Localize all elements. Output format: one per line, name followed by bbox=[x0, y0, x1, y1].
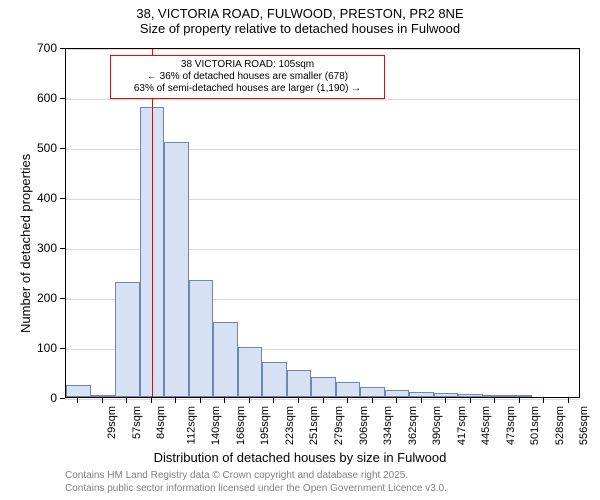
footer-credits: Contains HM Land Registry data © Crown c… bbox=[65, 470, 447, 495]
y-tick-label: 700 bbox=[37, 41, 57, 55]
x-tick-mark bbox=[224, 398, 225, 403]
histogram-bar bbox=[336, 382, 361, 397]
chart-title: 38, VICTORIA ROAD, FULWOOD, PRESTON, PR2… bbox=[0, 6, 600, 36]
x-tick-mark bbox=[200, 398, 201, 403]
x-tick-mark bbox=[298, 398, 299, 403]
x-tick-label: 501sqm bbox=[529, 406, 541, 445]
x-tick-label: 251sqm bbox=[309, 406, 321, 445]
x-tick-label: 306sqm bbox=[358, 406, 370, 445]
annotation-line: 38 VICTORIA ROAD: 105sqm bbox=[117, 59, 378, 71]
y-tick-mark bbox=[60, 298, 65, 299]
grid-line bbox=[66, 99, 579, 100]
histogram-bar bbox=[287, 370, 312, 398]
x-tick-label: 112sqm bbox=[185, 406, 197, 444]
histogram-bar bbox=[409, 392, 434, 397]
y-tick-mark bbox=[60, 348, 65, 349]
histogram-bar bbox=[66, 385, 91, 398]
x-tick-mark bbox=[273, 398, 274, 403]
x-tick-mark bbox=[568, 398, 569, 403]
y-tick-label: 200 bbox=[37, 291, 57, 305]
y-tick-label: 600 bbox=[37, 91, 57, 105]
chart-stage: { "title": { "line1": "38, VICTORIA ROAD… bbox=[0, 0, 600, 500]
x-tick-label: 390sqm bbox=[431, 406, 443, 445]
x-tick-label: 195sqm bbox=[260, 406, 272, 445]
reference-line bbox=[152, 49, 153, 397]
x-tick-mark bbox=[77, 398, 78, 403]
x-tick-label: 279sqm bbox=[333, 406, 345, 445]
annotation-line: 63% of semi-detached houses are larger (… bbox=[117, 83, 378, 95]
x-tick-mark bbox=[519, 398, 520, 403]
x-tick-mark bbox=[323, 398, 324, 403]
histogram-bar bbox=[483, 395, 508, 398]
y-axis-title: Number of detached properties bbox=[18, 154, 33, 333]
x-tick-mark bbox=[102, 398, 103, 403]
histogram-bar bbox=[115, 282, 140, 397]
x-tick-label: 473sqm bbox=[505, 406, 517, 445]
histogram-bar bbox=[262, 362, 287, 397]
x-tick-label: 223sqm bbox=[284, 406, 296, 445]
grid-line bbox=[66, 49, 579, 50]
y-tick-mark bbox=[60, 98, 65, 99]
title-line-2: Size of property relative to detached ho… bbox=[0, 21, 600, 36]
x-tick-mark bbox=[151, 398, 152, 403]
title-line-1: 38, VICTORIA ROAD, FULWOOD, PRESTON, PR2… bbox=[0, 6, 600, 21]
x-tick-mark bbox=[347, 398, 348, 403]
annotation-line: ← 36% of detached houses are smaller (67… bbox=[117, 71, 378, 83]
y-tick-mark bbox=[60, 148, 65, 149]
x-tick-label: 57sqm bbox=[131, 406, 143, 439]
y-tick-mark bbox=[60, 248, 65, 249]
x-tick-mark bbox=[175, 398, 176, 403]
footer-line-1: Contains HM Land Registry data © Crown c… bbox=[65, 470, 447, 483]
y-tick-label: 400 bbox=[37, 191, 57, 205]
y-tick-mark bbox=[60, 398, 65, 399]
x-tick-label: 334sqm bbox=[382, 406, 394, 445]
x-axis-title: Distribution of detached houses by size … bbox=[0, 450, 600, 465]
y-tick-label: 500 bbox=[37, 141, 57, 155]
histogram-bar bbox=[164, 142, 189, 397]
histogram-bar bbox=[311, 377, 336, 397]
histogram-bar bbox=[458, 394, 483, 397]
x-tick-mark bbox=[445, 398, 446, 403]
x-tick-label: 29sqm bbox=[106, 406, 118, 439]
plot-area bbox=[65, 48, 580, 398]
y-tick-mark bbox=[60, 48, 65, 49]
x-tick-label: 445sqm bbox=[480, 406, 492, 445]
x-tick-label: 417sqm bbox=[456, 406, 468, 445]
histogram-bar bbox=[434, 393, 459, 397]
histogram-bar bbox=[91, 395, 116, 398]
histogram-bar bbox=[507, 395, 532, 397]
annotation-box: 38 VICTORIA ROAD: 105sqm← 36% of detache… bbox=[110, 55, 385, 99]
x-tick-label: 84sqm bbox=[155, 406, 167, 439]
x-tick-mark bbox=[249, 398, 250, 403]
footer-line-2: Contains public sector information licen… bbox=[65, 483, 447, 496]
x-tick-mark bbox=[494, 398, 495, 403]
histogram-bar bbox=[385, 390, 410, 398]
x-tick-label: 528sqm bbox=[554, 406, 566, 445]
x-tick-mark bbox=[396, 398, 397, 403]
x-tick-mark bbox=[372, 398, 373, 403]
y-tick-label: 300 bbox=[37, 241, 57, 255]
histogram-bar bbox=[360, 387, 385, 397]
x-tick-label: 362sqm bbox=[407, 406, 419, 445]
x-tick-label: 556sqm bbox=[578, 406, 590, 445]
y-tick-label: 0 bbox=[50, 391, 57, 405]
histogram-bar bbox=[189, 280, 214, 398]
x-tick-label: 140sqm bbox=[210, 406, 222, 445]
histogram-bar bbox=[213, 322, 238, 397]
x-tick-mark bbox=[543, 398, 544, 403]
y-tick-label: 100 bbox=[37, 341, 57, 355]
x-tick-mark bbox=[470, 398, 471, 403]
x-tick-mark bbox=[126, 398, 127, 403]
y-tick-mark bbox=[60, 198, 65, 199]
histogram-bar bbox=[238, 347, 263, 397]
x-tick-mark bbox=[421, 398, 422, 403]
x-tick-label: 168sqm bbox=[235, 406, 247, 445]
